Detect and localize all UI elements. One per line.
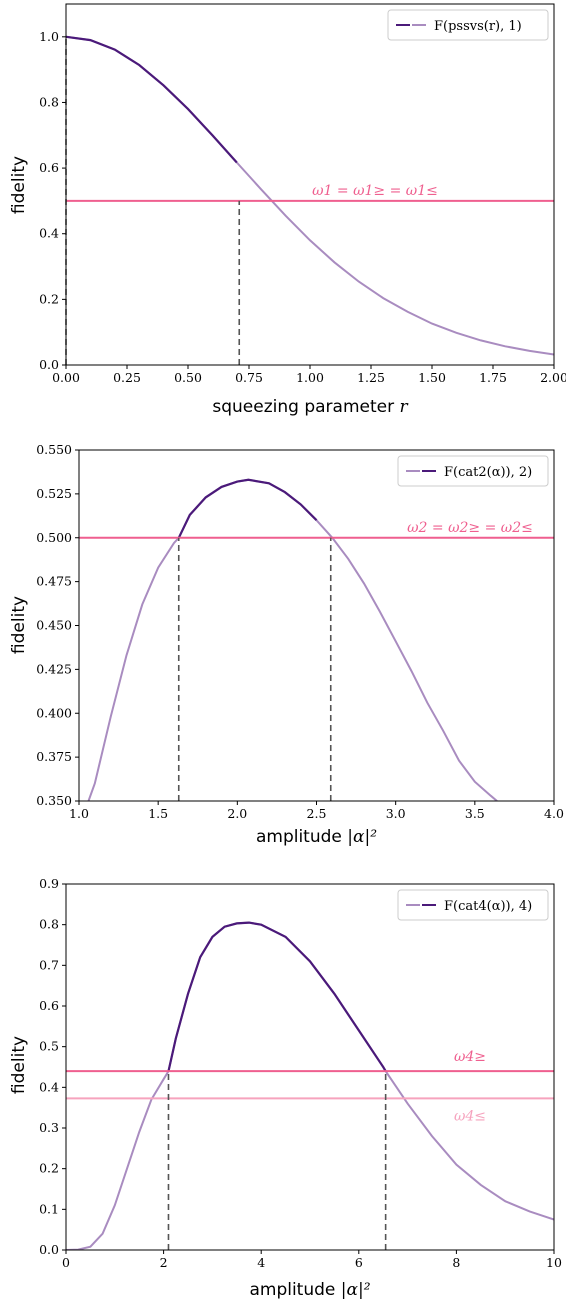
- y-tick-label: 0.2: [39, 1161, 59, 1176]
- chart-2: 1.0 1.5 2.0 2.5 3.0 3.5 4.0 0.350 0.375 0.400 0.42…: [9, 442, 564, 847]
- y-axis-label: fidelity: [9, 596, 29, 654]
- x-tick-label: 8: [452, 1255, 460, 1270]
- x-axis-label-variable: r: [399, 397, 408, 417]
- plot-frame: [65, 3, 555, 366]
- x-tick-label: 2.0: [227, 806, 247, 821]
- legend-label: F(pssvs(r), 1): [434, 19, 522, 34]
- plot-frame: [78, 449, 555, 802]
- curve-light: [66, 921, 554, 1250]
- legend-label: F(cat4(α)), 4): [444, 899, 532, 914]
- x-tick-label: 3.0: [386, 806, 406, 821]
- x-tick-label: 6: [355, 1255, 363, 1270]
- x-tick-label: 2: [160, 1255, 168, 1270]
- x-tick-label: 0: [62, 1255, 70, 1270]
- legend-box: [397, 455, 549, 487]
- x-axis-label-variable: |α|²: [347, 827, 377, 847]
- x-axis-label: squeezing parameter r: [212, 397, 408, 417]
- legend-label: F(cat2(α)), 2): [444, 465, 532, 480]
- x-tick-label: 4: [257, 1255, 265, 1270]
- x-tick-label: 4.0: [544, 806, 564, 821]
- y-tick-label: 0.500: [36, 530, 72, 545]
- y-tick-label: 0.1: [39, 1201, 59, 1216]
- y-tick-label: 0.450: [36, 618, 72, 633]
- y-tick-label: 0.375: [36, 749, 72, 764]
- curve-light: [66, 35, 554, 356]
- x-tick-label: 0.00: [52, 370, 80, 385]
- plot-frame: [65, 883, 555, 1251]
- y-tick-label: 0.4: [39, 1079, 59, 1094]
- y-tick-label: 0.350: [36, 793, 72, 808]
- x-tick-label: 0.75: [235, 370, 263, 385]
- x-axis-label-variable: |α|²: [341, 1280, 371, 1300]
- y-tick-label: 0.475: [36, 574, 72, 589]
- x-tick-label: 10: [546, 1255, 562, 1270]
- x-tick-label: 1.0: [69, 806, 89, 821]
- threshold-label: ω4≥: [454, 1049, 486, 1065]
- x-tick-label: 1.75: [479, 370, 507, 385]
- y-tick-label: 0.550: [36, 442, 72, 457]
- x-tick-label: 1.00: [296, 370, 324, 385]
- x-tick-label: 3.5: [465, 806, 485, 821]
- y-tick-label: 0.400: [36, 705, 72, 720]
- y-tick-label: 0.6: [39, 998, 59, 1013]
- y-tick-label: 0.8: [39, 94, 59, 109]
- y-tick-label: 1.0: [39, 29, 59, 44]
- x-tick-label: 2.00: [540, 370, 566, 385]
- x-tick-label: 1.5: [148, 806, 168, 821]
- x-tick-label: 0.50: [174, 370, 202, 385]
- y-tick-label: 0.6: [39, 160, 59, 175]
- y-axis-label: fidelity: [9, 1036, 29, 1094]
- y-tick-label: 0.3: [39, 1120, 59, 1135]
- chart-1: 0.00 0.25 0.50 0.75 1.00 1.25 1.50 1.75 2.00 0.0 0…: [9, 3, 566, 417]
- curve-dark: [167, 921, 387, 1072]
- x-axis-label: amplitude |α|²: [256, 827, 377, 847]
- y-tick-label: 0.0: [39, 357, 59, 372]
- threshold-label: ω1 = ω1≥ = ω1≤: [312, 183, 438, 199]
- y-tick-label: 0.8: [39, 917, 59, 932]
- x-axis-label-text: amplitude: [256, 827, 347, 847]
- legend-box: [387, 9, 549, 41]
- legend-box: [397, 889, 549, 921]
- y-tick-label: 0.525: [36, 486, 72, 501]
- y-tick-label: 0.0: [39, 1242, 59, 1257]
- chart-3: 0 2 4 6 8 10 0.0 0.1 0.2 0.3 0.4 0.5 0.6 0.7 0.8 0.9 fid…: [9, 876, 562, 1300]
- x-tick-label: 1.25: [357, 370, 385, 385]
- y-tick-label: 0.9: [39, 876, 59, 891]
- threshold-label: ω4≤: [454, 1108, 486, 1124]
- y-tick-label: 0.425: [36, 661, 72, 676]
- x-tick-label: 1.50: [418, 370, 446, 385]
- x-tick-label: 0.25: [113, 370, 141, 385]
- y-tick-label: 0.4: [39, 226, 59, 241]
- y-tick-label: 0.2: [39, 291, 59, 306]
- threshold-label: ω2 = ω2≥ = ω2≤: [407, 520, 533, 536]
- curve-dark: [177, 478, 318, 539]
- x-tick-label: 2.5: [307, 806, 327, 821]
- x-axis-label: amplitude |α|²: [249, 1280, 370, 1300]
- y-tick-label: 0.7: [39, 957, 59, 972]
- curve-dark: [66, 35, 238, 164]
- y-axis-label: fidelity: [9, 156, 29, 214]
- x-axis-label-text: squeezing parameter: [212, 397, 399, 417]
- x-axis-label-text: amplitude: [249, 1280, 340, 1300]
- y-tick-label: 0.5: [39, 1039, 59, 1054]
